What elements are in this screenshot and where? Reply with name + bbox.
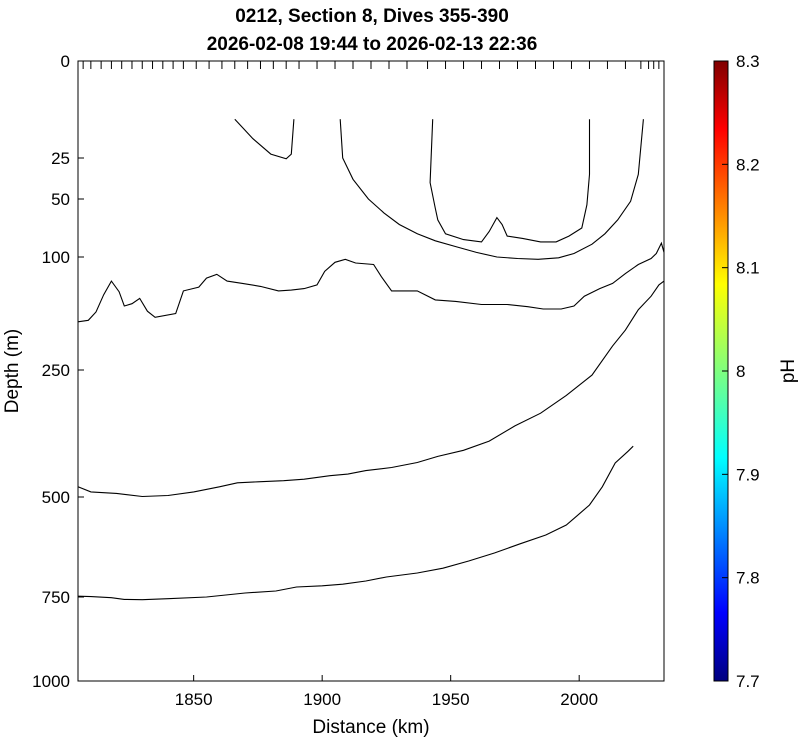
y-tick-label: 250 (42, 361, 70, 380)
colorbar-tick-label: 7.7 (736, 672, 760, 691)
y-tick-label: 1000 (32, 672, 70, 691)
colorbar-ticks: 7.7 7.8 7.9 8 8.1 8.2 8.3 (722, 52, 760, 691)
colorbar-tick-label: 8.3 (736, 52, 760, 71)
colorbar-tick-label: 8.2 (736, 155, 760, 174)
x-tick-label: 1850 (175, 690, 213, 709)
y-tick-label: 0 (61, 52, 70, 71)
colorbar-tick-label: 7.9 (736, 465, 760, 484)
colorbar-tick-label: 8 (736, 362, 745, 381)
chart-subtitle: 2026-02-08 19:44 to 2026-02-13 22:36 (207, 34, 538, 55)
colorbar-tick-label: 7.8 (736, 569, 760, 588)
y-tick-label: 750 (42, 588, 70, 607)
x-tick-label: 2000 (560, 690, 598, 709)
contour-line-2 (339, 119, 644, 260)
contour-line-1 (234, 118, 295, 160)
contour-line-3 (429, 119, 591, 243)
y-tick-label: 25 (51, 149, 70, 168)
plot-area: 1850 1900 1950 2000 0 25 50 100 250 500 750 1000 (32, 52, 665, 709)
y-tick-label: 50 (51, 190, 70, 209)
colorbar-tick-label: 8.1 (736, 259, 760, 278)
x-axis-label: Distance (km) (312, 717, 429, 738)
x-tick-label: 1900 (303, 690, 341, 709)
contour-line-5 (77, 280, 665, 498)
y-tick-label: 500 (42, 488, 70, 507)
y-axis-label: Depth (m) (2, 329, 23, 413)
dive-marks (82, 61, 660, 69)
contour-line-4 (77, 241, 665, 323)
y-axis-ticks: 0 25 50 100 250 500 750 1000 (32, 52, 84, 691)
colorbar: 7.7 7.8 7.9 8 8.1 8.2 8.3 pH (713, 52, 799, 691)
contour-lines (77, 118, 665, 601)
x-tick-label: 1950 (432, 690, 470, 709)
chart-title: 0212, Section 8, Dives 355-390 (235, 6, 509, 27)
colorbar-label: pH (778, 359, 799, 383)
x-axis-ticks: 1850 1900 1950 2000 (175, 675, 598, 709)
y-tick-label: 100 (42, 248, 70, 267)
contour-line-6 (77, 445, 634, 601)
plot-frame (77, 60, 665, 682)
